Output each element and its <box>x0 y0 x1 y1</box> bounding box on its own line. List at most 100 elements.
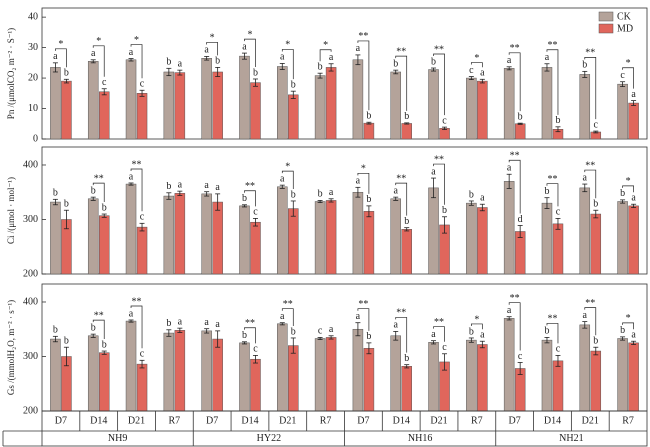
significance-bracket <box>244 327 256 344</box>
significance-bracket <box>584 169 597 199</box>
bar <box>98 91 110 140</box>
significance-stars: * <box>96 36 101 47</box>
significance-letter: b <box>91 322 96 333</box>
bar <box>87 198 99 275</box>
bar <box>401 229 412 275</box>
significance-bracket <box>92 182 105 203</box>
significance-letter: a <box>393 185 398 196</box>
bar <box>212 201 223 275</box>
significance-letter: a <box>356 43 361 54</box>
x-tick-label: D14 <box>544 415 561 426</box>
bar <box>514 123 526 140</box>
x-tick-label: D14 <box>393 415 410 426</box>
significance-stars: ** <box>510 43 520 54</box>
x-tick-label: R7 <box>169 415 181 426</box>
significance-bracket <box>508 302 521 351</box>
significance-letter: b <box>64 336 69 347</box>
significance-letter: b <box>620 188 625 199</box>
significance-letter: c <box>518 351 523 362</box>
significance-letter: c <box>102 77 107 88</box>
significance-bracket <box>130 44 143 79</box>
significance-letter: b <box>544 326 549 337</box>
significance-letter: b <box>166 318 171 329</box>
bar <box>239 342 250 412</box>
y-tick-label: 30 <box>28 42 38 53</box>
x-tick-label: D7 <box>55 415 67 426</box>
significance-bracket <box>622 185 634 193</box>
significance-bracket <box>546 49 559 115</box>
significance-stars: ** <box>396 46 406 57</box>
significance-bracket <box>244 190 256 207</box>
significance-letter: a <box>393 320 398 331</box>
x-tick-label: D7 <box>206 415 218 426</box>
significance-letter: b <box>593 336 598 347</box>
significance-letter: c <box>140 212 145 223</box>
bar <box>250 82 261 140</box>
significance-bracket <box>281 170 294 189</box>
significance-letter: c <box>140 79 145 90</box>
y-axis-label: Ci /(μmol · mol⁻¹) <box>6 177 16 244</box>
significance-letter: b <box>582 60 587 71</box>
x-tick-label: D7 <box>357 415 369 426</box>
y-tick-label: 300 <box>23 214 38 225</box>
bar <box>541 339 553 412</box>
significance-stars: ** <box>585 160 595 171</box>
significance-stars: ** <box>358 31 368 42</box>
significance-stars: ** <box>585 48 595 59</box>
significance-stars: ** <box>585 298 595 309</box>
significance-letter: b <box>393 58 398 69</box>
significance-bracket <box>584 307 597 336</box>
significance-bracket <box>357 172 370 194</box>
x-tick-label: D21 <box>430 415 447 426</box>
significance-letter: b <box>64 199 69 210</box>
bar <box>503 68 515 140</box>
bar <box>541 67 553 140</box>
bar <box>363 211 375 275</box>
bar <box>390 335 401 412</box>
bar <box>428 342 439 412</box>
bar <box>477 207 488 275</box>
significance-letter: a <box>583 172 588 183</box>
bar <box>125 183 137 275</box>
bar <box>352 59 364 140</box>
significance-letter: b <box>166 181 171 192</box>
bar <box>87 335 99 412</box>
bar <box>125 320 137 412</box>
significance-letter: c <box>140 349 145 360</box>
significance-stars: ** <box>547 174 557 185</box>
significance-letter: b <box>242 193 247 204</box>
significance-letter: c <box>442 342 447 353</box>
legend-label: MD <box>617 23 633 34</box>
bar <box>239 205 250 275</box>
significance-letter: a <box>329 324 334 335</box>
significance-letter: a <box>280 52 285 63</box>
bar <box>174 193 186 275</box>
significance-letter: c <box>318 326 323 337</box>
significance-letter: b <box>366 331 371 342</box>
bar <box>288 94 299 140</box>
significance-letter: b <box>102 339 107 350</box>
significance-stars: ** <box>358 299 368 310</box>
x-tick-label: R7 <box>622 415 634 426</box>
significance-bracket <box>244 38 256 67</box>
significance-stars: ** <box>132 296 142 307</box>
significance-letter: b <box>555 115 560 126</box>
significance-stars: * <box>323 40 328 51</box>
significance-stars: * <box>247 29 252 40</box>
significance-letter: b <box>518 111 523 122</box>
significance-letter: a <box>91 48 96 59</box>
significance-letter: c <box>556 344 561 355</box>
significance-bracket <box>92 319 105 340</box>
significance-stars: ** <box>547 40 557 51</box>
significance-letter: a <box>507 305 512 316</box>
bar <box>363 122 375 140</box>
bar <box>98 352 110 412</box>
group-label: NH16 <box>408 433 432 444</box>
significance-bracket <box>92 45 105 77</box>
significance-stars: ** <box>245 318 255 329</box>
significance-letter: b <box>366 194 371 205</box>
significance-stars: ** <box>94 310 104 321</box>
bar <box>277 323 288 412</box>
significance-letter: b <box>469 326 474 337</box>
bar <box>277 66 288 140</box>
